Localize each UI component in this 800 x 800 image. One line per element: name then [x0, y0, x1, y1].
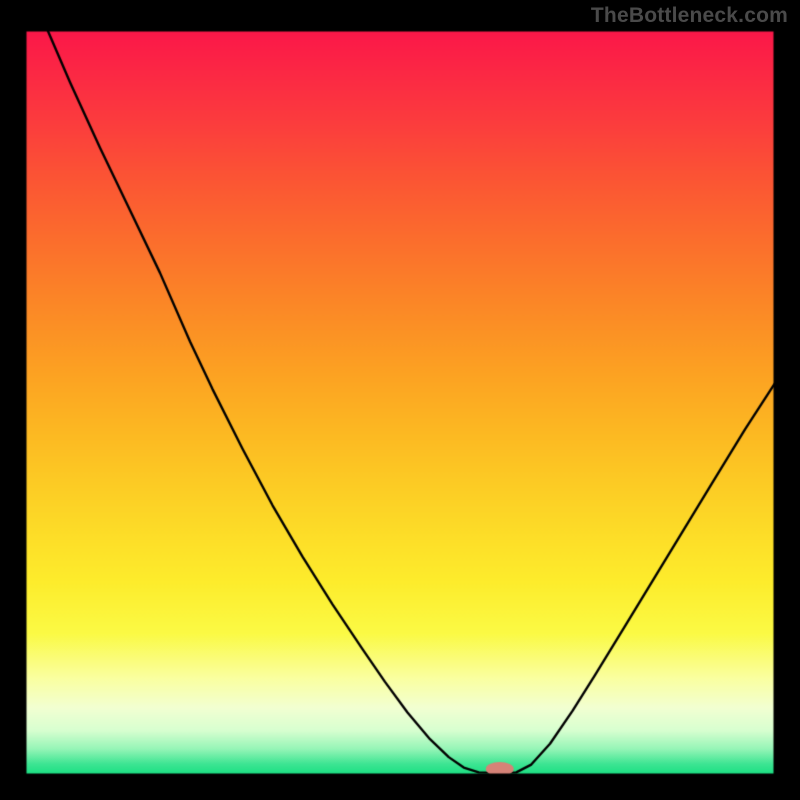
watermark-label: TheBottleneck.com [591, 4, 788, 28]
bottleneck-curve-chart [0, 0, 800, 800]
chart-container: TheBottleneck.com [0, 0, 800, 800]
